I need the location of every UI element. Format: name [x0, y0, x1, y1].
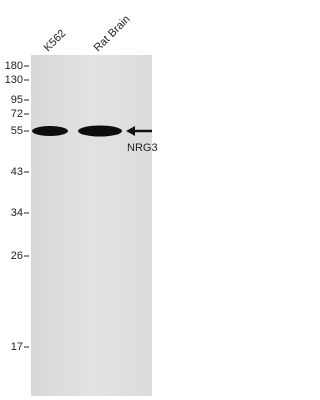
lane-label: K562 [42, 28, 69, 55]
band [78, 125, 122, 137]
marker-label: 130 [5, 74, 23, 86]
marker-label: 17 [11, 341, 23, 353]
marker-label: 34 [11, 207, 23, 219]
marker-label: 95 [11, 94, 23, 106]
arrow [126, 126, 152, 136]
marker-label: 43 [11, 166, 23, 178]
band-label: NRG3 [127, 142, 158, 154]
marker-label: 55 [11, 125, 23, 137]
marker-label: 72 [11, 108, 23, 120]
page: {"lanes": ["K562", "Rat Brain"], "marker… [4, 13, 158, 396]
band [32, 126, 68, 136]
marker-label: 26 [11, 250, 23, 262]
western-blot: NRG3 180 130 95 72 55 43 34 26 17 K562 Rat Brain [5, 13, 158, 396]
lane-label: Rat Brain [92, 13, 133, 54]
membrane [31, 55, 152, 396]
marker-label: 180 [5, 60, 23, 72]
